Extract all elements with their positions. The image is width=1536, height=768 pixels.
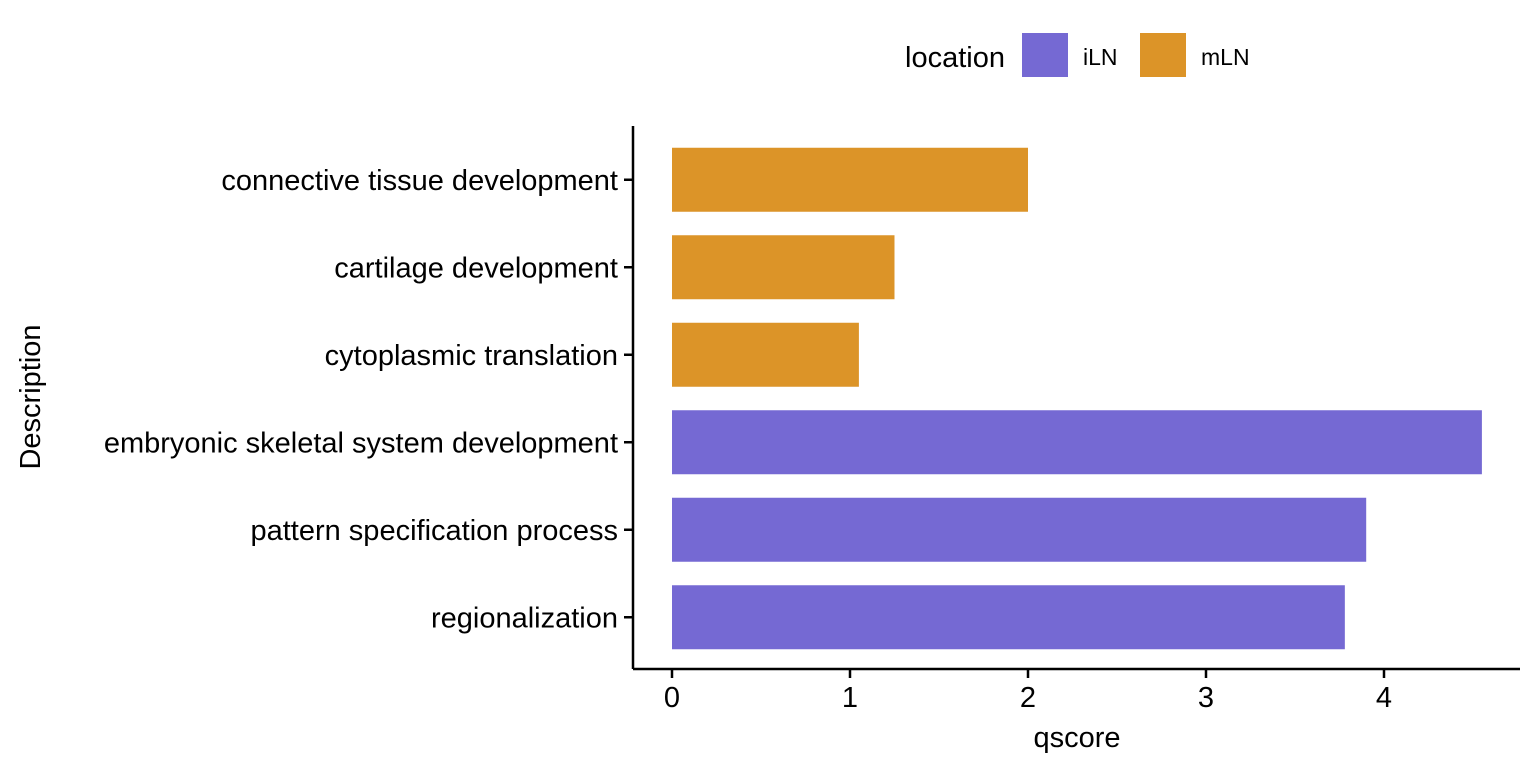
bar-cartilage-development xyxy=(672,235,895,300)
y-tick-label: pattern specification process xyxy=(250,515,618,547)
legend: location iLN mLN xyxy=(905,33,1250,77)
x-tick-label: 1 xyxy=(842,682,858,714)
legend-label-iln: iLN xyxy=(1083,44,1118,70)
legend-key-iln xyxy=(1022,33,1068,77)
bar-connective-tissue-development xyxy=(672,147,1028,212)
bar-embryonic-skeletal-system-development xyxy=(672,410,1482,475)
bars xyxy=(672,147,1482,650)
y-tick-label: regionalization xyxy=(431,602,618,634)
y-tick-label: cytoplasmic translation xyxy=(325,340,618,372)
y-tick-label: embryonic skeletal system development xyxy=(104,427,618,459)
x-tick-label: 2 xyxy=(1020,682,1036,714)
x-axis-title: qscore xyxy=(1033,722,1120,754)
y-tick-label: cartilage development xyxy=(334,252,618,284)
bar-pattern-specification-process xyxy=(672,497,1367,562)
legend-title: location xyxy=(905,42,1005,74)
x-axis-ticks: 0 1 2 3 4 xyxy=(664,669,1392,714)
legend-label-mln: mLN xyxy=(1201,44,1250,70)
y-tick-label: connective tissue development xyxy=(221,165,618,197)
bar-cytoplasmic-translation xyxy=(672,322,859,387)
x-tick-label: 0 xyxy=(664,682,680,714)
y-axis-title: Description xyxy=(15,324,47,469)
legend-key-mln xyxy=(1140,33,1186,77)
x-tick-label: 4 xyxy=(1376,682,1392,714)
x-tick-label: 3 xyxy=(1198,682,1214,714)
y-axis-ticks: connective tissue development cartilage d… xyxy=(104,165,633,634)
bar-regionalization xyxy=(672,585,1345,650)
